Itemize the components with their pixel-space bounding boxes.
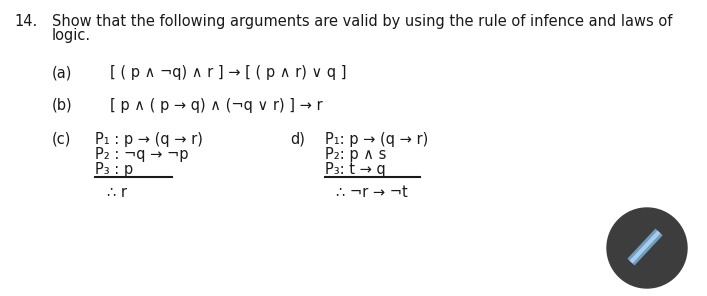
Text: ∴ ¬r → ¬t: ∴ ¬r → ¬t bbox=[336, 185, 408, 200]
Text: ∴ r: ∴ r bbox=[107, 185, 127, 200]
Text: 14.: 14. bbox=[14, 14, 37, 29]
Text: P₃ : p: P₃ : p bbox=[95, 162, 133, 177]
Text: [ ( p ∧ ¬q) ∧ r ] → [ ( p ∧ r) ∨ q ]: [ ( p ∧ ¬q) ∧ r ] → [ ( p ∧ r) ∨ q ] bbox=[110, 65, 346, 80]
Text: P₂ : ¬q → ¬p: P₂ : ¬q → ¬p bbox=[95, 147, 189, 162]
Text: P₃: t → q: P₃: t → q bbox=[325, 162, 386, 177]
Text: P₁ : p → (q → r): P₁ : p → (q → r) bbox=[95, 132, 203, 147]
Text: [ p ∧ ( p → q) ∧ (¬q ∨ r) ] → r: [ p ∧ ( p → q) ∧ (¬q ∨ r) ] → r bbox=[110, 98, 322, 113]
Text: (b): (b) bbox=[52, 98, 73, 113]
Text: (c): (c) bbox=[52, 132, 71, 147]
Text: (a): (a) bbox=[52, 65, 72, 80]
Text: Show that the following arguments are valid by using the rule of infence and law: Show that the following arguments are va… bbox=[52, 14, 672, 29]
Text: P₂: p ∧ s: P₂: p ∧ s bbox=[325, 147, 386, 162]
Circle shape bbox=[607, 208, 687, 288]
Text: P₁: p → (q → r): P₁: p → (q → r) bbox=[325, 132, 428, 147]
Text: d): d) bbox=[290, 132, 305, 147]
Text: logic.: logic. bbox=[52, 28, 91, 43]
